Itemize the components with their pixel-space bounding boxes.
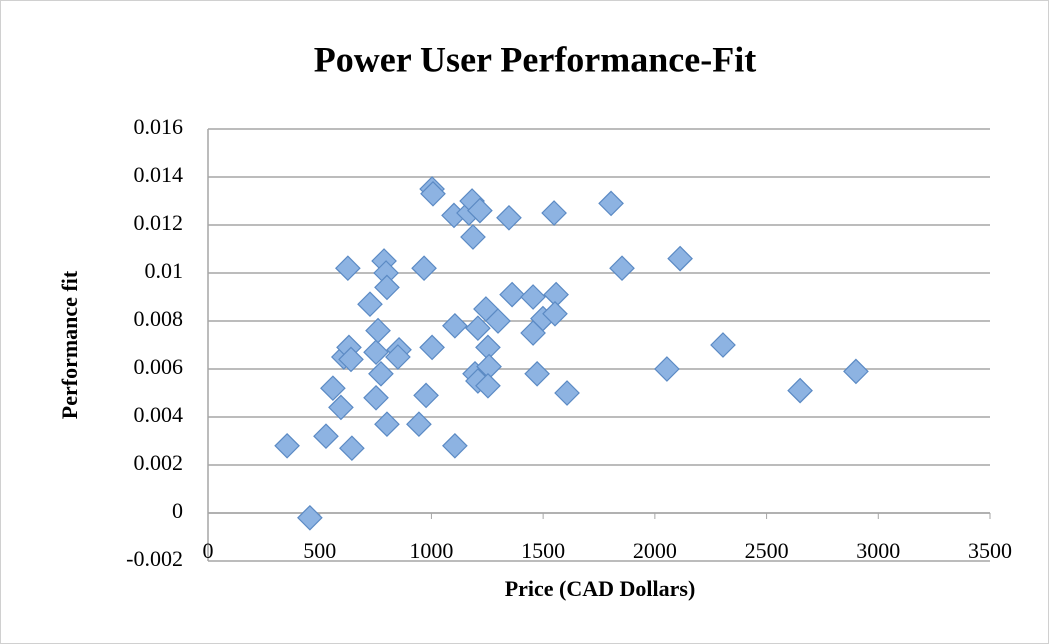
point — [654, 356, 680, 382]
point — [406, 411, 432, 438]
x-tick-label: 1000 — [409, 538, 453, 563]
point — [499, 281, 525, 308]
point — [339, 435, 365, 462]
point — [467, 197, 493, 224]
point — [328, 394, 354, 421]
x-tick-label: 3000 — [856, 538, 900, 563]
point — [365, 317, 391, 344]
point — [667, 245, 693, 272]
x-tick-label: 2500 — [745, 538, 789, 563]
point — [420, 180, 446, 207]
y-tick-label: -0.002 — [126, 546, 183, 571]
point — [609, 255, 635, 282]
point — [843, 358, 869, 385]
y-tick-label: 0.008 — [134, 306, 184, 331]
point — [374, 274, 400, 301]
point — [542, 300, 568, 327]
point — [413, 382, 439, 409]
x-tick-label: 0 — [203, 538, 214, 563]
point — [363, 384, 389, 411]
x-tick-label: 3500 — [968, 538, 1012, 563]
y-tick-label: 0.004 — [134, 402, 184, 427]
y-tick-label: 0.016 — [134, 114, 184, 139]
point — [460, 224, 486, 250]
point — [411, 255, 437, 282]
point — [419, 334, 445, 361]
point — [320, 375, 346, 402]
point — [297, 504, 323, 531]
point — [520, 284, 546, 310]
point — [475, 372, 501, 399]
point — [313, 423, 339, 450]
chart-title: Power User Performance-Fit — [314, 39, 756, 79]
point — [541, 200, 567, 226]
x-tick-label: 500 — [303, 538, 336, 563]
point — [465, 315, 491, 342]
y-tick-label: 0 — [172, 498, 183, 523]
point — [363, 339, 389, 366]
point — [524, 360, 550, 387]
point — [598, 190, 624, 217]
y-tick-label: 0.014 — [134, 162, 184, 187]
x-axis-label: Price (CAD Dollars) — [505, 576, 696, 601]
point — [368, 360, 394, 387]
point — [385, 344, 411, 370]
y-tick-label: 0.002 — [134, 450, 184, 475]
point — [787, 377, 813, 404]
point — [374, 411, 400, 438]
y-axis-label: Performance fit — [57, 270, 82, 419]
y-tick-label: 0.012 — [134, 210, 184, 235]
point — [274, 432, 300, 459]
point — [554, 380, 580, 406]
point — [335, 255, 361, 282]
point — [357, 291, 383, 318]
point — [710, 332, 736, 358]
y-tick-label: 0.006 — [134, 354, 184, 379]
point — [496, 204, 522, 231]
x-tick-label: 1500 — [521, 538, 565, 563]
point — [442, 312, 468, 339]
y-tick-label: 0.01 — [145, 258, 184, 283]
x-tick-label: 2000 — [633, 538, 677, 563]
point — [442, 432, 468, 459]
point — [485, 308, 511, 334]
point — [338, 346, 364, 373]
